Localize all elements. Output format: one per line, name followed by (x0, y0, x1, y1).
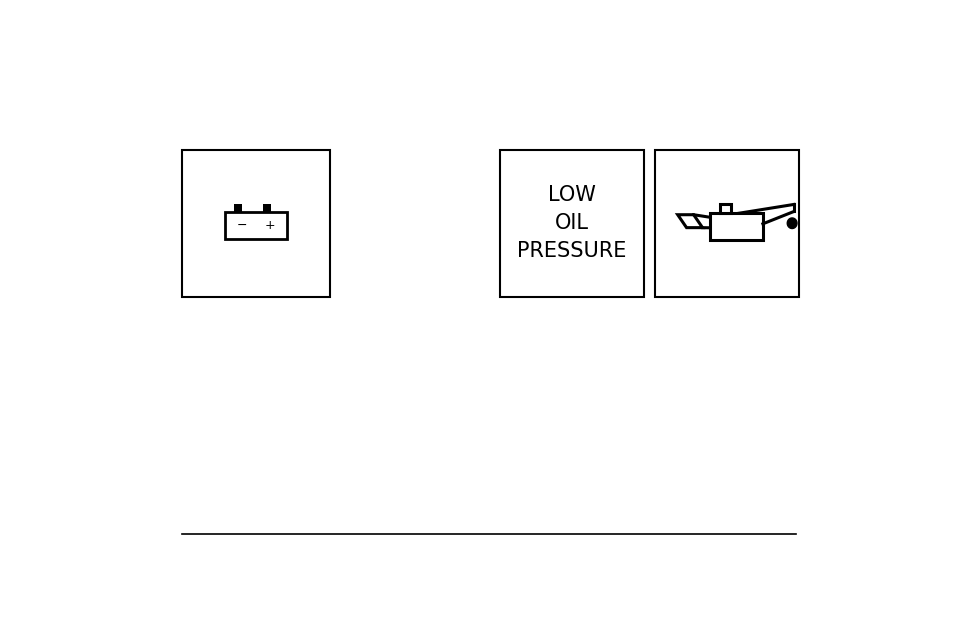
Text: −: − (236, 219, 247, 232)
Bar (709, 213, 762, 240)
Polygon shape (786, 218, 796, 228)
Text: +: + (264, 219, 274, 232)
Bar (499, 150, 643, 296)
Bar (263, 204, 271, 212)
Bar (655, 150, 799, 296)
Bar (224, 212, 287, 239)
Text: LOW
OIL
PRESSURE: LOW OIL PRESSURE (517, 185, 626, 261)
Polygon shape (677, 215, 701, 228)
Bar (720, 204, 730, 213)
Bar (182, 150, 330, 296)
Bar (234, 204, 242, 212)
